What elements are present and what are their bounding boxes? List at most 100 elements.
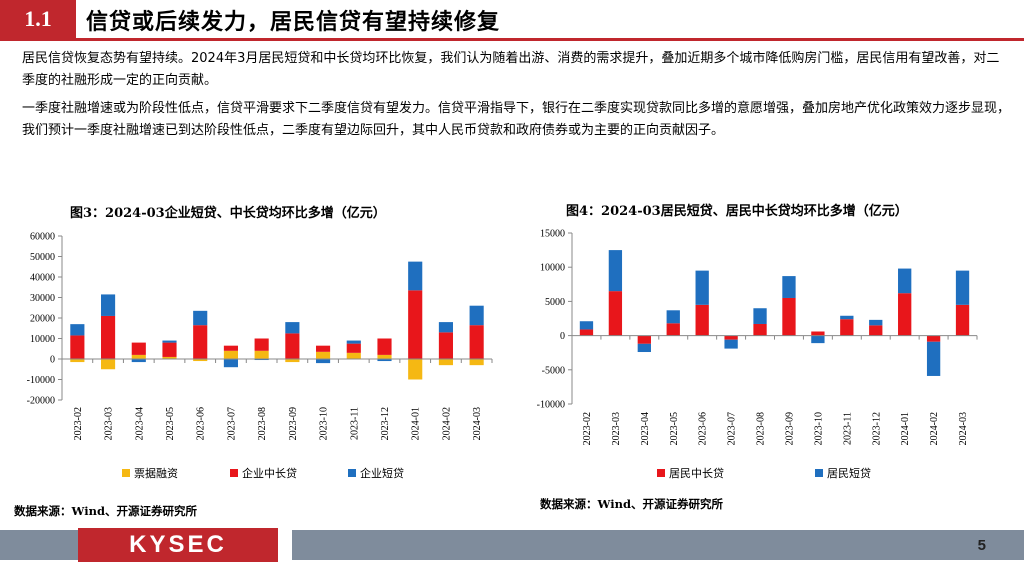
legend-label-企业短贷: 企业短贷 [360,466,404,480]
bar-票据融资-2023-05 [162,356,177,359]
bar-企业短贷-2023-08 [254,359,269,361]
y-tick-label: 60000 [30,232,55,243]
chart-2-source: 数据来源：Wind、开源证券研究所 [540,497,723,511]
x-tick-label: 2023-03 [104,407,115,440]
header-divider [0,38,1024,41]
bar-居民短贷-2023-06 [695,270,709,305]
bar-居民短贷-2023-05 [666,310,680,324]
bar-企业短贷-2024-03 [469,305,484,326]
bar-居民短贷-2023-10 [811,335,825,344]
bar-居民中长贷-2023-11 [840,319,854,336]
bar-企业短贷-2023-04 [131,359,146,363]
y-tick-label: 5000 [545,297,565,308]
bar-企业短贷-2023-10 [316,359,331,364]
bar-居民中长贷-2023-12 [869,325,883,336]
bar-票据融资-2023-06 [193,359,208,362]
x-tick-label: 2023-06 [698,412,709,445]
x-tick-label: 2024-03 [958,412,969,445]
legend-swatch-企业短贷 [348,469,356,477]
bar-企业短贷-2023-07 [223,359,238,368]
legend-swatch-企业中长贷 [230,469,238,477]
bar-居民中长贷-2023-05 [666,323,680,336]
bar-居民短贷-2024-03 [955,270,970,305]
y-tick-label: 20000 [30,314,55,325]
legend-label-票据融资: 票据融资 [134,466,178,480]
bar-居民短贷-2023-08 [753,308,767,324]
legend-label-居民短贷: 居民短贷 [827,466,871,480]
bar-票据融资-2023-07 [223,350,238,359]
kysec-logo: KYSEC [78,528,278,562]
bar-企业中长贷-2023-02 [70,335,85,359]
bar-企业中长贷-2023-03 [101,315,116,359]
bar-居民短贷-2023-11 [840,315,854,320]
bar-居民中长贷-2024-01 [898,293,912,336]
bar-企业中长贷-2023-08 [254,338,269,351]
x-tick-label: 2023-02 [73,407,84,440]
x-tick-label: 2023-09 [288,407,299,440]
bar-企业短贷-2023-12 [377,359,392,362]
bar-企业短贷-2023-06 [193,310,208,326]
bar-居民中长贷-2023-10 [811,331,825,336]
legend-label-居民中长贷: 居民中长贷 [669,466,724,480]
y-tick-label: 15000 [540,229,565,240]
x-tick-label: 2023-10 [319,407,330,440]
bar-居民中长贷-2023-03 [608,291,623,336]
x-tick-label: 2023-07 [727,412,738,445]
y-tick-label: -10000 [537,400,565,411]
paragraph-2: 一季度社融增速或为阶段性低点，信贷平滑要求下二季度信贷有望发力。信贷平滑指导下，… [22,101,1011,138]
bar-居民短贷-2023-07 [724,339,738,349]
x-tick-label: 2023-03 [611,412,622,445]
bar-居民中长贷-2024-03 [955,304,970,336]
y-tick-label: 0 [560,331,565,342]
x-tick-label: 2023-08 [756,412,767,445]
bar-居民短贷-2023-12 [869,319,883,326]
y-tick-label: 50000 [30,252,55,263]
bar-居民中长贷-2024-02 [926,335,941,342]
page-number: 5 [977,537,986,554]
bar-企业短贷-2024-02 [438,322,453,333]
x-tick-label: 2023-04 [640,412,651,445]
y-tick-label: -5000 [542,365,565,376]
x-tick-label: 2023-12 [871,412,882,445]
bar-居民短贷-2024-01 [898,268,912,294]
bar-票据融资-2024-03 [469,359,484,366]
bar-企业中长贷-2023-07 [223,345,238,351]
bar-票据融资-2023-10 [316,351,331,359]
bar-企业中长贷-2024-02 [438,332,453,359]
bar-居民短贷-2023-02 [579,321,594,330]
x-tick-label: 2023-11 [842,412,853,445]
legend-swatch-居民短贷 [815,469,823,477]
bar-票据融资-2023-04 [131,354,146,359]
x-tick-label: 2023-05 [165,407,176,440]
y-tick-label: -20000 [27,396,55,407]
y-tick-label: 30000 [30,293,55,304]
paragraph-1: 居民信贷恢复态势有望持续。2024年3月居民短贷和中长贷均环比恢复，我们认为随着… [22,51,1000,88]
x-tick-label: 2023-11 [349,407,360,440]
chart-1: 60000 50000 40000 30000 20000 10000 0 -10000 -20… [27,232,493,480]
section-number-badge: 1.1 [0,0,76,38]
bar-居民中长贷-2023-08 [753,323,767,336]
x-tick-label: 2024-03 [472,407,483,440]
legend-swatch-居民中长贷 [657,469,665,477]
bar-票据融资-2023-08 [254,350,269,359]
x-tick-label: 2023-08 [257,407,268,440]
x-tick-label: 2024-02 [929,412,940,445]
bar-居民中长贷-2023-06 [695,304,709,336]
bar-企业中长贷-2024-03 [469,325,484,359]
bar-票据融资-2024-01 [408,359,423,380]
bar-票据融资-2023-12 [377,354,392,359]
x-tick-label: 2023-04 [134,407,145,440]
bar-居民中长贷-2023-02 [579,329,594,336]
bar-票据融资-2024-02 [438,359,453,366]
x-tick-label: 2023-09 [784,412,795,445]
page-title: 信贷或后续发力，居民信贷有望持续修复 [86,10,501,35]
bar-企业中长贷-2023-10 [316,345,331,352]
bar-居民中长贷-2023-07 [724,335,738,340]
x-tick-label: 2024-02 [441,407,452,440]
bar-居民短贷-2023-03 [608,250,623,292]
bar-企业中长贷-2023-09 [285,333,300,359]
y-tick-label: 10000 [30,334,55,345]
x-tick-label: 2023-12 [380,407,391,440]
footer-bar-right [292,530,1024,560]
chart-2-title: 图4：2024-03居民短贷、居民中长贷均环比多增（亿元） [566,204,908,219]
